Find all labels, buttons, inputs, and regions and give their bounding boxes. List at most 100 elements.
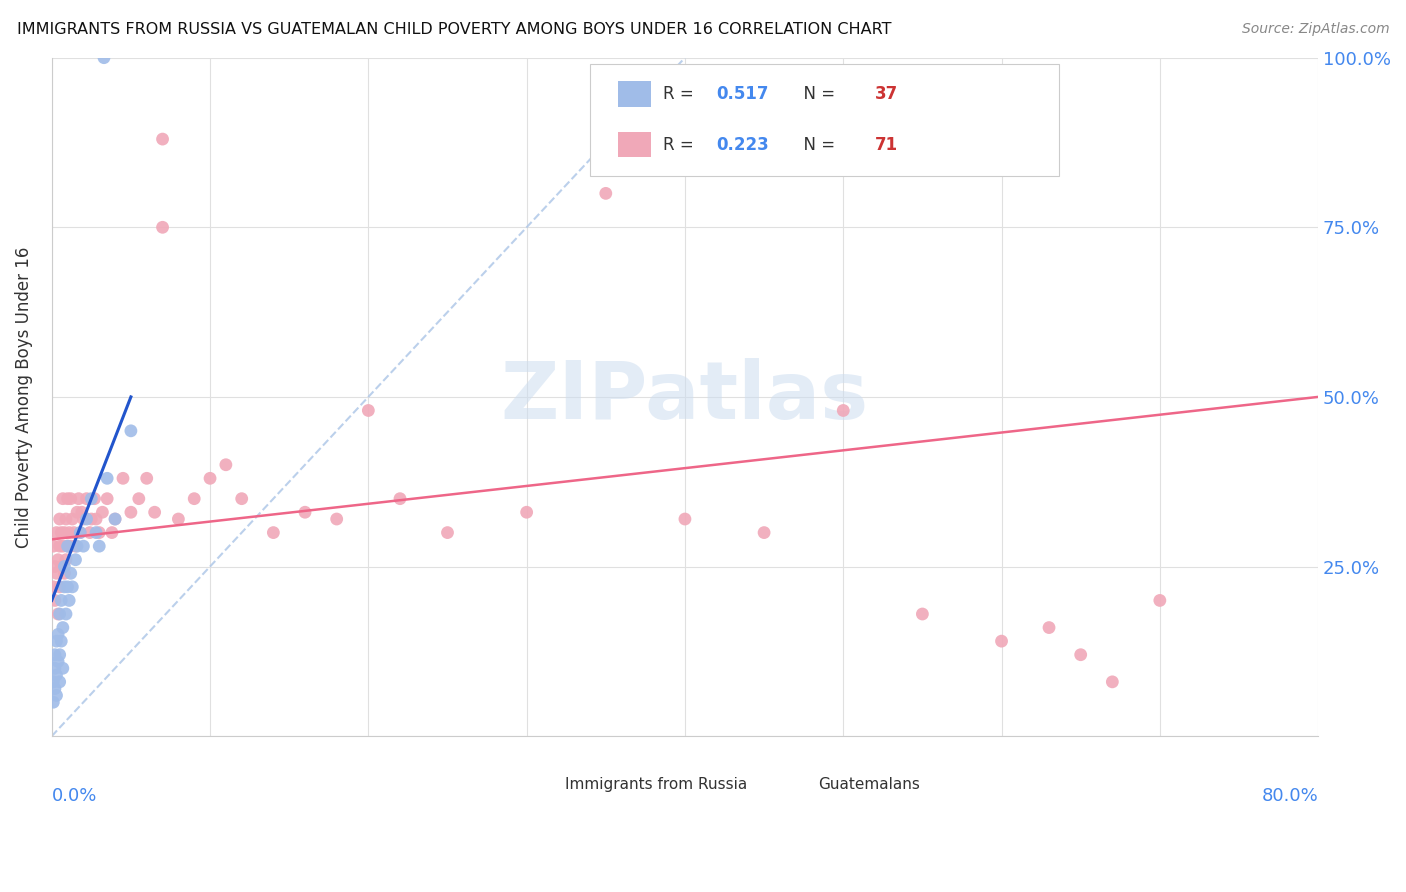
FancyBboxPatch shape bbox=[617, 132, 651, 157]
Point bbox=[46, 627, 69, 641]
Point bbox=[832, 403, 855, 417]
Text: 37: 37 bbox=[875, 85, 898, 103]
Point bbox=[436, 525, 458, 540]
Point bbox=[55, 553, 77, 567]
Point bbox=[72, 539, 94, 553]
Point bbox=[516, 505, 538, 519]
Point bbox=[46, 655, 69, 669]
Text: Immigrants from Russia: Immigrants from Russia bbox=[565, 777, 747, 792]
FancyBboxPatch shape bbox=[617, 81, 651, 106]
Point bbox=[357, 403, 380, 417]
Point bbox=[44, 661, 66, 675]
Point bbox=[51, 559, 73, 574]
Point bbox=[60, 512, 83, 526]
Point bbox=[231, 491, 253, 506]
Point bbox=[56, 539, 79, 553]
Point bbox=[84, 512, 107, 526]
Point bbox=[101, 525, 124, 540]
Point bbox=[56, 491, 79, 506]
Point bbox=[45, 634, 67, 648]
Point bbox=[67, 491, 90, 506]
Y-axis label: Child Poverty Among Boys Under 16: Child Poverty Among Boys Under 16 bbox=[15, 246, 32, 548]
Point bbox=[58, 525, 80, 540]
Point bbox=[66, 539, 89, 553]
Point bbox=[53, 580, 76, 594]
Point bbox=[44, 648, 66, 662]
Point bbox=[990, 634, 1012, 648]
Point bbox=[52, 621, 75, 635]
Point bbox=[120, 424, 142, 438]
Point bbox=[44, 559, 66, 574]
Text: N =: N = bbox=[793, 136, 839, 153]
Point bbox=[911, 607, 934, 621]
Point bbox=[83, 491, 105, 506]
Point bbox=[96, 491, 118, 506]
Point bbox=[44, 681, 66, 696]
Point bbox=[45, 668, 67, 682]
Point bbox=[52, 661, 75, 675]
Point bbox=[104, 512, 127, 526]
Point bbox=[167, 512, 190, 526]
Text: IMMIGRANTS FROM RUSSIA VS GUATEMALAN CHILD POVERTY AMONG BOYS UNDER 16 CORRELATI: IMMIGRANTS FROM RUSSIA VS GUATEMALAN CHI… bbox=[17, 22, 891, 37]
Text: 0.223: 0.223 bbox=[717, 136, 769, 153]
Text: 0.517: 0.517 bbox=[717, 85, 769, 103]
Point bbox=[70, 505, 93, 519]
Text: R =: R = bbox=[664, 136, 699, 153]
Point bbox=[53, 525, 76, 540]
Point bbox=[135, 471, 157, 485]
Point bbox=[111, 471, 134, 485]
Text: R =: R = bbox=[664, 85, 699, 103]
Point bbox=[45, 566, 67, 581]
FancyBboxPatch shape bbox=[786, 778, 803, 790]
Point bbox=[93, 51, 115, 65]
Point bbox=[56, 580, 79, 594]
Point bbox=[1149, 593, 1171, 607]
Point bbox=[59, 539, 82, 553]
Point bbox=[48, 539, 70, 553]
Point bbox=[63, 525, 86, 540]
Point bbox=[183, 491, 205, 506]
Point bbox=[45, 525, 67, 540]
Text: Guatemalans: Guatemalans bbox=[818, 777, 920, 792]
Point bbox=[48, 648, 70, 662]
Text: 0.0%: 0.0% bbox=[52, 787, 97, 805]
Point bbox=[46, 553, 69, 567]
Point bbox=[104, 512, 127, 526]
Text: ZIPatlas: ZIPatlas bbox=[501, 358, 869, 436]
Point bbox=[60, 580, 83, 594]
FancyBboxPatch shape bbox=[591, 64, 1059, 177]
Point bbox=[80, 491, 103, 506]
Point bbox=[48, 512, 70, 526]
Point bbox=[42, 674, 65, 689]
Point bbox=[120, 505, 142, 519]
Point bbox=[55, 607, 77, 621]
Point bbox=[595, 186, 617, 201]
Point bbox=[44, 593, 66, 607]
Point bbox=[152, 132, 174, 146]
Point bbox=[128, 491, 150, 506]
FancyBboxPatch shape bbox=[533, 778, 548, 790]
Point bbox=[198, 471, 221, 485]
Point bbox=[1101, 674, 1123, 689]
Point bbox=[294, 505, 316, 519]
Point bbox=[91, 505, 114, 519]
Point bbox=[65, 553, 87, 567]
Point bbox=[45, 689, 67, 703]
Point bbox=[51, 634, 73, 648]
Text: N =: N = bbox=[793, 85, 839, 103]
Point bbox=[1070, 648, 1092, 662]
Point bbox=[52, 491, 75, 506]
Point bbox=[76, 512, 98, 526]
Point bbox=[53, 566, 76, 581]
Text: 71: 71 bbox=[875, 136, 898, 153]
Point bbox=[59, 566, 82, 581]
Point bbox=[51, 593, 73, 607]
Point bbox=[42, 580, 65, 594]
Text: Source: ZipAtlas.com: Source: ZipAtlas.com bbox=[1241, 22, 1389, 37]
Point bbox=[215, 458, 238, 472]
Point bbox=[52, 539, 75, 553]
Point bbox=[673, 512, 696, 526]
Point bbox=[325, 512, 347, 526]
Point bbox=[80, 512, 103, 526]
Point bbox=[1038, 621, 1060, 635]
